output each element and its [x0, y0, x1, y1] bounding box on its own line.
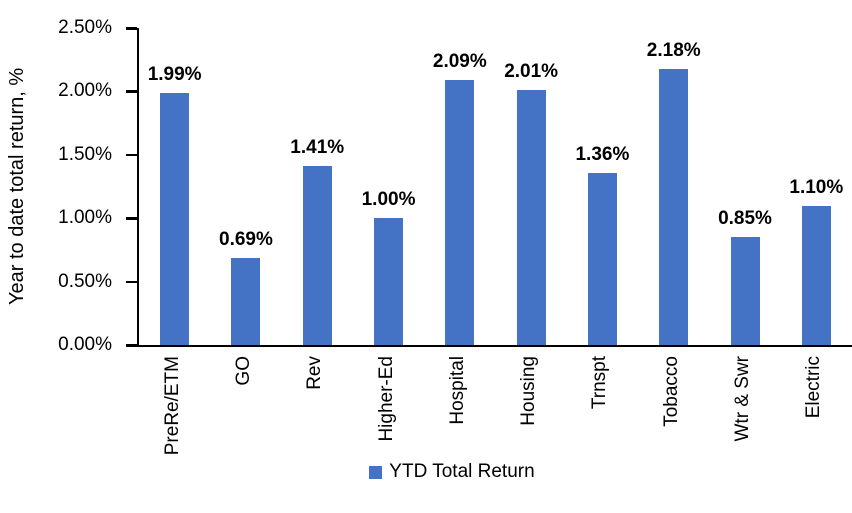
bar-value-label: 1.41% — [290, 137, 345, 159]
bar-slot: 1.36% — [567, 28, 638, 345]
y-axis-title: Year to date total return, % — [6, 67, 28, 306]
bar-value-label: 0.69% — [219, 228, 273, 250]
bar — [516, 90, 546, 345]
legend-swatch — [369, 465, 383, 479]
bar-slot: 2.18% — [638, 28, 709, 345]
x-tick-label: Tobacco — [660, 356, 682, 427]
x-tick-label: PreRe/ETM — [161, 356, 183, 456]
y-tick-mark — [126, 344, 137, 347]
plot-area: 1.99% 0.69% 1.41% 1.00% 2.09% 2.01% 1.36% 2.18%… — [137, 28, 852, 347]
x-tick-label: Higher-Ed — [375, 356, 397, 442]
legend: YTD Total Return — [26, 461, 852, 483]
y-tick-mark — [126, 27, 137, 30]
bar — [445, 80, 475, 345]
y-tick-label: 0.00% — [58, 334, 112, 355]
y-tick-label: 0.50% — [58, 270, 112, 292]
x-slot: Housing — [493, 356, 564, 460]
bar-value-label: 1.10% — [789, 176, 844, 198]
bar-value-label: 0.85% — [718, 208, 772, 230]
bar — [801, 205, 831, 345]
bar-slot: 2.01% — [495, 28, 566, 345]
bar-slot: 1.41% — [282, 28, 353, 345]
bar — [160, 92, 190, 345]
y-tick-label: 1.00% — [58, 207, 112, 229]
bar-slot: 0.69% — [210, 28, 281, 345]
x-tick-label: Housing — [518, 356, 540, 426]
y-tick-mark — [126, 280, 137, 284]
x-tick-label: Wtr & Swr — [732, 356, 754, 442]
bar-value-label: 1.36% — [575, 143, 630, 165]
x-axis-labels: PreRe/ETM GO Rev Higher-Ed Hospital Housing Tr… — [137, 356, 850, 460]
y-tick-mark — [126, 153, 137, 157]
x-slot: Hospital — [422, 356, 493, 460]
x-tick-label: Rev — [304, 356, 326, 390]
y-tick-mark — [126, 217, 137, 220]
bar — [659, 68, 689, 345]
x-slot: PreRe/ETM — [137, 356, 208, 460]
legend-label: YTD Total Return — [389, 461, 535, 482]
bar — [302, 166, 332, 345]
x-tick-label: GO — [232, 356, 254, 386]
x-slot: Higher-Ed — [351, 356, 422, 460]
x-slot: Wtr & Swr — [707, 356, 778, 460]
bar-slot: 1.00% — [353, 28, 424, 345]
y-tick-label: 1.50% — [58, 143, 112, 165]
bar — [231, 257, 261, 345]
y-tick-mark — [126, 90, 137, 93]
bar-slot: 0.85% — [709, 28, 780, 345]
x-slot: Rev — [280, 356, 351, 460]
bar-value-label: 2.09% — [432, 51, 487, 72]
y-tick-label: 2.50% — [58, 17, 112, 38]
bar — [374, 218, 404, 345]
bar-slot: 2.09% — [424, 28, 495, 345]
x-slot: GO — [208, 356, 279, 460]
bar-slot: 1.99% — [139, 28, 210, 345]
x-tick-label: Electric — [803, 356, 825, 419]
x-slot: Electric — [779, 356, 850, 460]
x-slot: Tobacco — [636, 356, 707, 460]
y-tick-label: 2.00% — [58, 80, 112, 102]
bar-value-label: 2.18% — [646, 39, 701, 61]
bar-slot: 1.10% — [781, 28, 852, 345]
bar-value-label: 1.99% — [147, 63, 202, 85]
bar-value-label: 1.00% — [361, 189, 416, 211]
x-tick-label: Hospital — [446, 356, 468, 425]
x-slot: Trnspt — [565, 356, 636, 460]
bar — [730, 237, 760, 345]
bar-value-label: 2.01% — [504, 61, 559, 83]
bar — [587, 172, 617, 345]
x-tick-label: Trnspt — [589, 356, 611, 410]
